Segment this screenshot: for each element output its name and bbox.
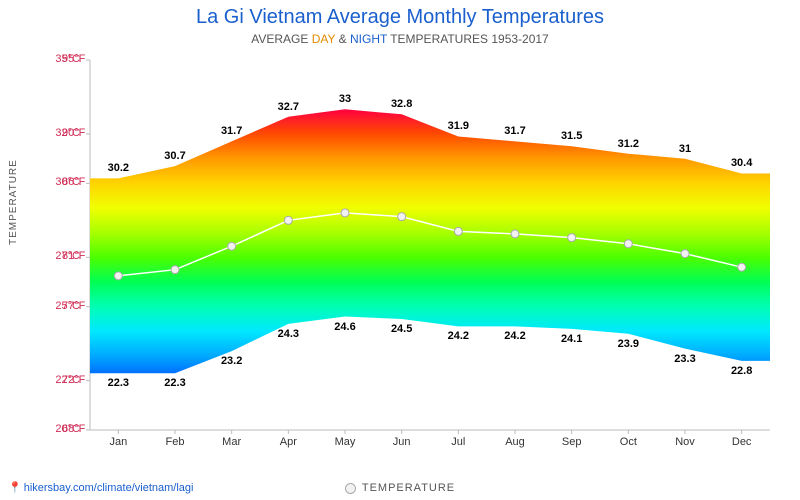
- day-temp-label: 31.9: [438, 120, 478, 132]
- night-temp-label: 22.3: [98, 377, 138, 389]
- ytick-fahrenheit: 86°F: [62, 176, 87, 188]
- attribution: 📍hikersbay.com/climate/vietnam/lagi: [8, 481, 193, 494]
- chart-title: La Gi Vietnam Average Monthly Temperatur…: [0, 6, 800, 29]
- subtitle-day: DAY: [312, 32, 336, 46]
- ytick-fahrenheit: 81°F: [62, 250, 87, 262]
- subtitle-post: TEMPERATURES 1953-2017: [387, 32, 549, 46]
- xtick-month: Dec: [714, 436, 770, 448]
- day-temp-label: 30.4: [722, 157, 762, 169]
- xtick-month: Aug: [487, 436, 543, 448]
- night-temp-label: 24.5: [382, 323, 422, 335]
- night-temp-label: 22.3: [155, 377, 195, 389]
- ytick-fahrenheit: 95°F: [62, 53, 87, 65]
- subtitle-pre: AVERAGE: [251, 32, 311, 46]
- xtick-month: May: [317, 436, 373, 448]
- xtick-month: Jan: [90, 436, 146, 448]
- night-temp-label: 23.3: [665, 353, 705, 365]
- ytick-fahrenheit: 77°F: [62, 300, 87, 312]
- plot-area: [90, 60, 770, 430]
- plot-svg: [90, 60, 770, 430]
- ytick-fahrenheit: 68°F: [62, 423, 87, 435]
- day-temp-label: 30.2: [98, 162, 138, 174]
- day-temp-label: 31: [665, 143, 705, 155]
- xtick-month: Jul: [430, 436, 486, 448]
- xtick-month: Oct: [600, 436, 656, 448]
- ytick-fahrenheit: 72°F: [62, 374, 87, 386]
- day-temp-label: 31.5: [552, 130, 592, 142]
- day-temp-label: 30.7: [155, 150, 195, 162]
- night-temp-label: 23.2: [212, 355, 252, 367]
- xtick-month: Nov: [657, 436, 713, 448]
- night-temp-label: 23.9: [608, 338, 648, 350]
- xtick-month: Jun: [374, 436, 430, 448]
- legend-marker-icon: [345, 483, 356, 494]
- xtick-month: Sep: [544, 436, 600, 448]
- night-temp-label: 24.1: [552, 333, 592, 345]
- temperature-chart: La Gi Vietnam Average Monthly Temperatur…: [0, 0, 800, 500]
- night-temp-label: 24.3: [268, 328, 308, 340]
- day-temp-label: 31.7: [212, 125, 252, 137]
- y-axis-label: TEMPERATURE: [8, 159, 19, 245]
- day-temp-label: 31.7: [495, 125, 535, 137]
- attribution-text: hikersbay.com/climate/vietnam/lagi: [24, 482, 194, 494]
- night-temp-label: 24.2: [438, 330, 478, 342]
- map-pin-icon: 📍: [8, 482, 22, 494]
- legend-label: TEMPERATURE: [362, 482, 455, 494]
- subtitle-night: NIGHT: [350, 32, 387, 46]
- subtitle-mid: &: [335, 32, 350, 46]
- xtick-month: Feb: [147, 436, 203, 448]
- night-temp-label: 24.2: [495, 330, 535, 342]
- day-temp-label: 33: [325, 93, 365, 105]
- xtick-month: Mar: [204, 436, 260, 448]
- night-temp-label: 22.8: [722, 365, 762, 377]
- xtick-month: Apr: [260, 436, 316, 448]
- chart-subtitle: AVERAGE DAY & NIGHT TEMPERATURES 1953-20…: [0, 32, 800, 46]
- day-temp-label: 31.2: [608, 138, 648, 150]
- night-temp-label: 24.6: [325, 321, 365, 333]
- day-temp-label: 32.7: [268, 101, 308, 113]
- day-temp-label: 32.8: [382, 98, 422, 110]
- ytick-fahrenheit: 90°F: [62, 127, 87, 139]
